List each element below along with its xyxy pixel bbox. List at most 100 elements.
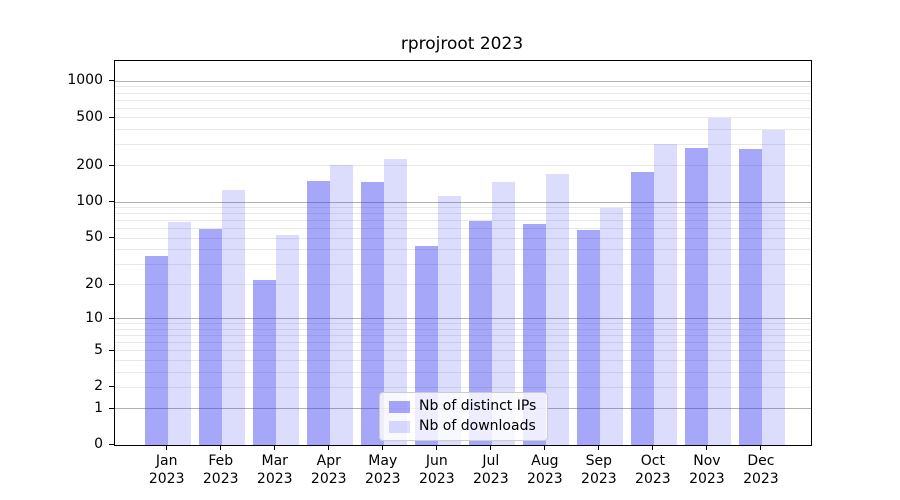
x-tick-label-dec-2023: Dec 2023 [743,453,779,487]
x-tick-jan-2023 [166,445,168,450]
gridline-minor-80 [115,213,811,215]
gridline-minor-4 [115,359,811,361]
gridline-minor-400 [115,128,811,130]
bar-distinct-ips-sep-2023 [576,230,600,445]
gridline-major-1000 [115,80,811,82]
bar-downloads-dec-2023 [761,130,785,445]
x-tick-aug-2023 [544,445,546,450]
chart-title: rprojroot 2023 [400,34,524,54]
y-tick-1000 [109,80,114,82]
bar-downloads-apr-2023 [329,164,353,445]
x-tick-label-jan-2023: Jan 2023 [148,453,185,487]
y-tick-label-5: 5 [94,341,103,358]
y-tick-label-1000: 1000 [67,72,103,89]
bar-distinct-ips-jul-2023 [468,220,492,445]
gridline-minor-500 [115,117,811,119]
y-tick-200 [109,164,114,166]
y-tick-label-100: 100 [76,193,103,210]
legend-item-distinct-ips: Nb of distinct IPs [389,398,536,415]
gridline-minor-40 [115,249,811,251]
x-tick-label-apr-2023: Apr 2023 [310,453,347,487]
gridline-minor-200 [115,165,811,167]
y-tick-label-500: 500 [76,108,103,125]
y-tick-label-1: 1 [94,399,103,416]
gridline-minor-700 [115,99,811,101]
legend-swatch-downloads-icon [389,420,410,433]
bar-downloads-aug-2023 [545,174,569,445]
legend-swatch-distinct-ips-icon [389,400,410,413]
y-tick-100 [109,201,114,203]
bar-distinct-ips-apr-2023 [306,180,330,445]
x-tick-mar-2023 [274,445,276,450]
gridline-minor-6 [115,342,811,344]
bar-downloads-mar-2023 [275,235,299,445]
bar-downloads-jan-2023 [167,222,191,445]
bar-distinct-ips-nov-2023 [684,147,708,445]
x-tick-apr-2023 [328,445,330,450]
x-tick-label-mar-2023: Mar 2023 [256,453,293,487]
bar-downloads-jul-2023 [491,181,515,445]
gridline-minor-20 [115,284,811,286]
gridline-minor-7 [115,335,811,337]
gridline-minor-50 [115,237,811,239]
x-tick-label-jul-2023: Jul 2023 [472,453,509,487]
legend-item-downloads: Nb of downloads [389,418,536,435]
x-tick-label-sep-2023: Sep 2023 [581,453,617,487]
bar-downloads-nov-2023 [707,117,731,445]
gridline-minor-2 [115,386,811,388]
gridline-minor-90 [115,207,811,209]
y-tick-10 [109,317,114,319]
y-tick-1 [109,407,114,409]
bar-distinct-ips-jan-2023 [144,256,168,445]
y-tick-500 [109,116,114,118]
gridline-major-100 [115,201,811,203]
gridline-minor-900 [115,86,811,88]
bar-distinct-ips-may-2023 [360,181,384,445]
x-tick-dec-2023 [760,445,762,450]
x-tick-label-aug-2023: Aug 2023 [527,453,563,487]
y-tick-20 [109,283,114,285]
x-tick-label-oct-2023: Oct 2023 [635,453,671,487]
x-tick-nov-2023 [706,445,708,450]
gridline-minor-70 [115,220,811,222]
bar-distinct-ips-feb-2023 [198,228,222,445]
y-tick-5 [109,349,114,351]
bar-distinct-ips-dec-2023 [738,148,762,445]
bar-downloads-sep-2023 [599,208,623,445]
x-tick-label-nov-2023: Nov 2023 [689,453,725,487]
gridline-minor-30 [115,263,811,265]
x-tick-label-jun-2023: Jun 2023 [418,453,455,487]
y-tick-50 [109,237,114,239]
y-tick-0 [109,444,114,445]
bar-downloads-feb-2023 [221,190,245,445]
gridline-minor-60 [115,228,811,230]
x-tick-label-feb-2023: Feb 2023 [202,453,239,487]
x-tick-label-may-2023: May 2023 [364,453,401,487]
y-tick-2 [109,386,114,388]
bar-downloads-may-2023 [383,159,407,445]
x-tick-feb-2023 [220,445,222,450]
y-tick-label-200: 200 [76,156,103,173]
legend: Nb of distinct IPs Nb of downloads [379,392,549,441]
y-tick-label-0: 0 [94,436,103,452]
legend-label-downloads: Nb of downloads [419,418,536,434]
gridline-minor-8 [115,328,811,330]
gridline-minor-600 [115,107,811,109]
gridline-minor-300 [115,144,811,146]
y-tick-label-10: 10 [85,309,103,326]
y-tick-label-2: 2 [94,378,103,395]
x-tick-jul-2023 [490,445,492,450]
bar-distinct-ips-oct-2023 [630,171,654,445]
bar-distinct-ips-mar-2023 [252,279,276,445]
bar-downloads-jun-2023 [437,195,461,445]
x-tick-may-2023 [382,445,384,450]
gridline-minor-800 [115,92,811,94]
y-tick-label-50: 50 [85,229,103,246]
bar-distinct-ips-aug-2023 [522,223,546,445]
gridline-minor-3 [115,371,811,373]
gridline-minor-9 [115,323,811,325]
gridline-minor-5 [115,350,811,352]
legend-label-distinct-ips: Nb of distinct IPs [419,398,537,414]
x-tick-oct-2023 [652,445,654,450]
